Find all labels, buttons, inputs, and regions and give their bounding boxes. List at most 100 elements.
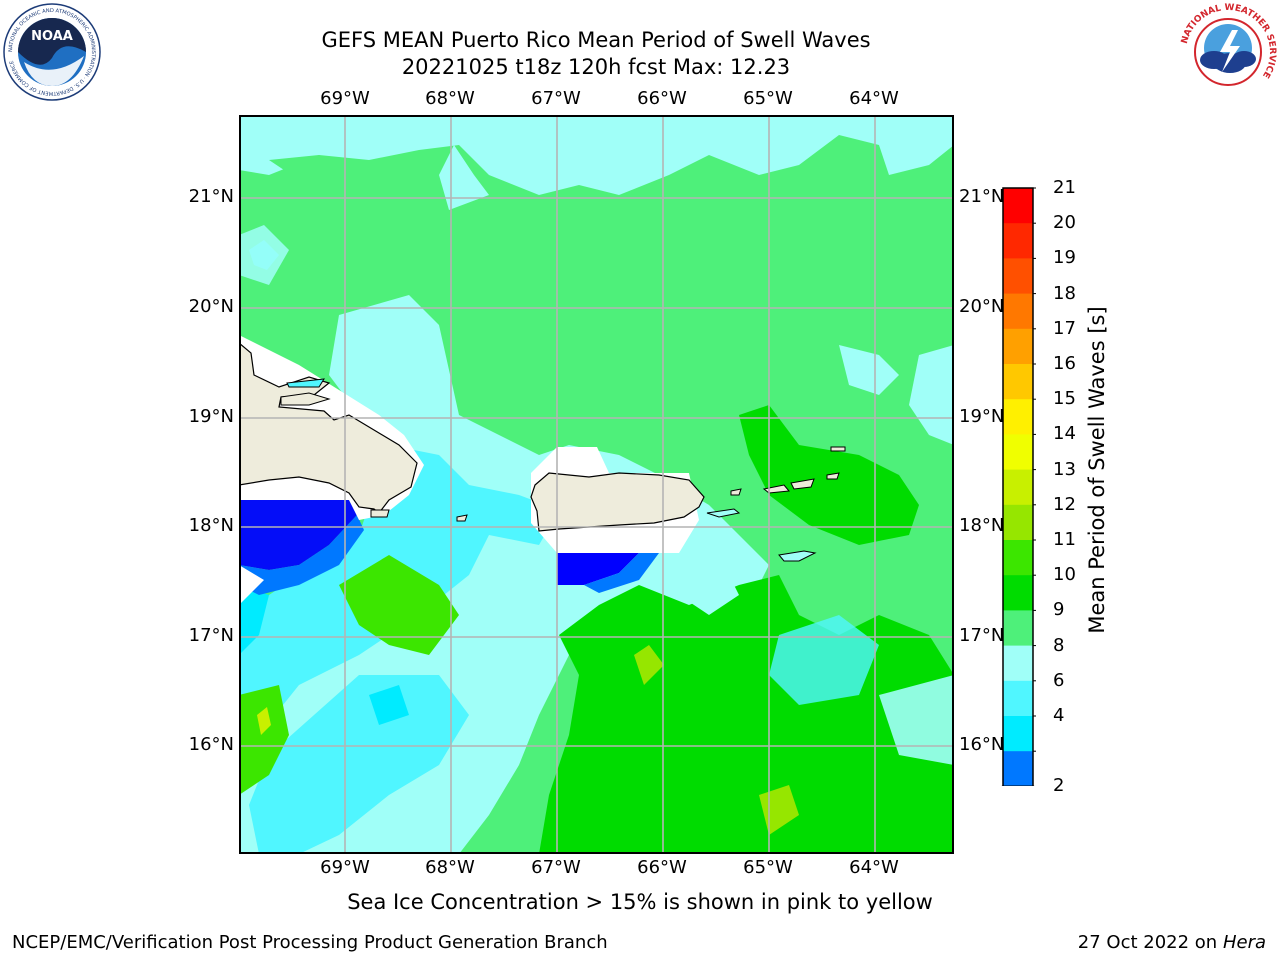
footer-date: 27 Oct 2022 on Hera — [1078, 932, 1266, 953]
colorbar-segment — [1003, 293, 1033, 330]
footer-credit: NCEP/EMC/Verification Post Processing Pr… — [12, 932, 608, 953]
colorbar-segment — [1003, 751, 1033, 786]
map-title: GEFS MEAN Puerto Rico Mean Period of Swe… — [321, 28, 871, 52]
colorbar-segment — [1003, 223, 1033, 259]
lon-label-bottom-64w: 64°W — [849, 857, 899, 878]
lat-label-left-21n: 21°N — [188, 186, 234, 207]
lat-label-right-17n: 17°N — [959, 625, 1005, 646]
field-2-4s-south-pr — [557, 553, 639, 585]
colorbar — [1001, 187, 1036, 786]
lat-label-left-19n: 19°N — [188, 406, 234, 427]
land-anegada — [830, 446, 846, 452]
lat-label-left-17n: 17°N — [188, 625, 234, 646]
field-8-9s-north — [239, 115, 954, 195]
sea-ice-note: Sea Ice Concentration > 15% is shown in … — [347, 890, 933, 914]
colorbar-tick-label: 21 — [1053, 177, 1076, 198]
colorbar-segment — [1003, 258, 1033, 295]
field-10-11s-far-sw — [239, 685, 289, 795]
lat-label-left-20n: 20°N — [188, 296, 234, 317]
field-10-11s-southwest — [339, 555, 459, 655]
colorbar-segment — [1003, 716, 1033, 752]
colorbar-tick-label: 18 — [1053, 282, 1076, 304]
land-puerto-rico — [530, 472, 705, 532]
colorbar-segment — [1003, 364, 1033, 400]
colorbar-tick-label: 19 — [1053, 247, 1076, 269]
lat-label-right-21n: 21°N — [959, 186, 1005, 207]
colorbar-segment — [1003, 540, 1033, 576]
lon-label-top-69w: 69°W — [320, 88, 370, 109]
field-2-4s-west — [239, 500, 357, 570]
lon-label-top-66w: 66°W — [637, 88, 687, 109]
field-8-9s-east-4 — [879, 675, 954, 765]
land-st-croix — [778, 550, 817, 562]
lon-label-top-65w: 65°W — [743, 88, 793, 109]
land-saona-island — [370, 509, 390, 518]
field-8-9s-ring-north — [239, 225, 289, 285]
land-virgin-islands-2 — [790, 478, 815, 490]
land-vieques — [706, 508, 741, 518]
colorbar-tick-label: 15 — [1053, 388, 1076, 410]
nws-logo: NATIONAL WEATHER SERVICE — [1178, 2, 1278, 102]
land-hispaniola — [239, 342, 418, 514]
field-11-12s-spot-3 — [257, 707, 271, 735]
field-8-9s-east — [839, 345, 899, 395]
colorbar-tick-label: 8 — [1053, 634, 1065, 656]
swell-period-map — [239, 115, 954, 854]
field-4-6s-spot — [369, 685, 409, 725]
colorbar-label: Mean Period of Swell Waves [s] — [1085, 306, 1109, 634]
field-11-12s-spot-1 — [634, 645, 664, 685]
colorbar-tick-label: 10 — [1053, 564, 1076, 586]
colorbar-segment — [1003, 504, 1033, 541]
footer-date-text: 27 Oct 2022 on — [1077, 932, 1218, 953]
colorbar-segment — [1003, 188, 1033, 224]
colorbar-segment — [1003, 469, 1033, 506]
colorbar-tick-label: 14 — [1053, 423, 1076, 445]
lat-label-right-20n: 20°N — [959, 296, 1005, 317]
land-virgin-islands-3 — [826, 472, 840, 480]
field-4-6s-west-edge — [239, 515, 364, 595]
noaa-logo-text: NOAA — [31, 29, 73, 44]
lat-label-right-19n: 19°N — [959, 406, 1005, 427]
colorbar-tick-label: 4 — [1053, 705, 1065, 726]
colorbar-tick-label: 20 — [1053, 212, 1076, 234]
lat-label-left-18n: 18°N — [188, 515, 234, 536]
lat-label-left-16n: 16°N — [188, 734, 234, 755]
land-mona-island — [456, 514, 468, 522]
map-frame — [239, 115, 954, 854]
lon-label-bottom-65w: 65°W — [743, 857, 793, 878]
lat-label-right-18n: 18°N — [959, 515, 1005, 536]
lat-label-right-16n: 16°N — [959, 734, 1005, 755]
field-8-9s-east-3 — [679, 545, 739, 615]
masked-area-southwest — [239, 565, 264, 605]
lon-label-top-67w: 67°W — [531, 88, 581, 109]
field-6-8s-southwest — [249, 675, 469, 854]
colorbar-segment — [1003, 680, 1033, 717]
colorbar-segment — [1003, 575, 1033, 611]
lon-label-bottom-67w: 67°W — [531, 857, 581, 878]
lon-label-top-68w: 68°W — [425, 88, 475, 109]
noaa-logo: NOAA NATIONAL OCEANIC AND ATMOSPHERIC AD… — [2, 2, 102, 102]
field-8-9s-islet-2 — [269, 155, 349, 180]
colorbar-tick-label: 16 — [1053, 353, 1076, 374]
lon-label-bottom-66w: 66°W — [637, 857, 687, 878]
graticule — [239, 115, 954, 854]
colorbar-segment — [1003, 645, 1033, 682]
land-virgin-islands-1 — [762, 484, 790, 494]
map-subtitle: 20221025 t18z 120h fcst Max: 12.23 — [401, 55, 791, 79]
colorbar-tick-label: 2 — [1053, 775, 1065, 797]
land-tortuga-island — [286, 378, 325, 388]
lon-label-bottom-69w: 69°W — [320, 857, 370, 878]
colorbar-tick-label: 17 — [1053, 317, 1076, 339]
lon-label-top-64w: 64°W — [849, 88, 899, 109]
colorbar-tick-label: 11 — [1053, 529, 1076, 550]
colorbar-tick-label: 9 — [1053, 599, 1065, 621]
colorbar-tick-label: 6 — [1053, 669, 1065, 691]
field-4-6s-south-pr — [584, 553, 659, 593]
land-culebra — [730, 488, 742, 496]
colorbar-segment — [1003, 399, 1033, 435]
land-gonave-island — [280, 392, 331, 406]
footer-machine: Hera — [1222, 932, 1266, 953]
lon-label-bottom-68w: 68°W — [425, 857, 475, 878]
colorbar-tick-label: 13 — [1053, 458, 1076, 480]
colorbar-segment — [1003, 610, 1033, 647]
